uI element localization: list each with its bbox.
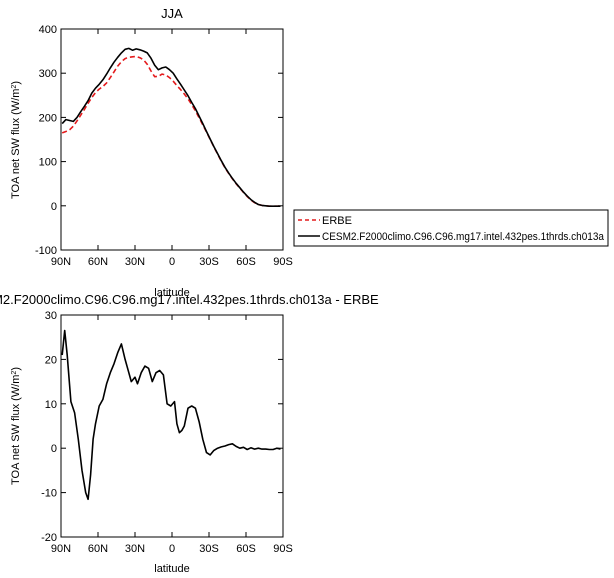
top-y-axis-label-sup: 2 [11, 85, 18, 89]
top-y-tick-label: 0 [51, 201, 57, 213]
bottom-y-axis-label-main: TOA net SW flux (W/m [10, 375, 22, 485]
bottom-y-axis-label: TOA net SW flux (W/m2) [10, 367, 22, 485]
top-y-axis-label-close: ) [10, 81, 22, 85]
top-y-tick-label: 400 [39, 24, 57, 36]
bottom-x-tick-label: 60N [88, 543, 108, 555]
top-series-line-0 [61, 55, 281, 207]
top-x-tick-label: 60N [88, 256, 108, 268]
bottom-y-tick-label: -20 [41, 532, 57, 544]
bottom-series-line-0 [61, 329, 281, 501]
top-panel: JJA 90N 60N 30N 0 30S 60S 90S -100 0 100 200 300 400… [10, 6, 293, 299]
bottom-x-tick-label: 30S [199, 543, 219, 555]
top-series-line-1 [61, 47, 281, 207]
bottom-chart-title: CESM2.F2000climo.C96.C96.mg17.intel.432p… [0, 292, 379, 307]
bottom-y-tick-label: 0 [51, 443, 57, 455]
top-x-tick-label: 90N [51, 256, 71, 268]
top-y-axis-label: TOA net SW flux (W/m2) [10, 81, 22, 199]
top-y-axis-label-main: TOA net SW flux (W/m [10, 89, 22, 199]
top-x-tick-label: 90S [273, 256, 293, 268]
top-y-tick-label: -100 [35, 245, 57, 257]
legend-label-model: CESM2.F2000climo.C96.C96.mg17.intel.432p… [322, 231, 605, 243]
bottom-x-tick-label: 30N [125, 543, 145, 555]
bottom-plot-area: 90N 60N 30N 0 30S 60S 90S -20 -10 0 10 20 30 [41, 310, 293, 555]
bottom-x-axis-label: latitude [154, 563, 189, 575]
bottom-x-tick-label: 90S [273, 543, 293, 555]
top-y-tick-label: 300 [39, 68, 57, 80]
bottom-y-axis-label-close: ) [10, 367, 22, 371]
bottom-panel: CESM2.F2000climo.C96.C96.mg17.intel.432p… [0, 292, 379, 575]
legend-box [293, 209, 609, 247]
top-chart-title: JJA [161, 6, 183, 21]
top-y-tick-label: 100 [39, 157, 57, 169]
top-x-tick-label: 30N [125, 256, 145, 268]
legend: ERBE CESM2.F2000climo.C96.C96.mg17.intel… [293, 209, 609, 247]
bottom-plot-frame [60, 314, 284, 538]
bottom-y-tick-label: 20 [45, 354, 57, 366]
top-x-tick-label: 30S [199, 256, 219, 268]
top-y-tick-label: 200 [39, 112, 57, 124]
top-x-axis-label: latitude [154, 287, 189, 299]
top-x-tick-label: 60S [236, 256, 256, 268]
bottom-y-axis-label-sup: 2 [11, 371, 18, 375]
bottom-y-tick-label: 30 [45, 310, 57, 322]
top-plot-area: 90N 60N 30N 0 30S 60S 90S -100 0 100 200 300 400 [35, 24, 293, 268]
bottom-x-tick-label: 90N [51, 543, 71, 555]
top-plot-frame [60, 28, 284, 251]
legend-label-erbe: ERBE [322, 215, 352, 227]
bottom-x-tick-label: 60S [236, 543, 256, 555]
top-x-tick-label: 0 [169, 256, 175, 268]
bottom-x-tick-label: 0 [169, 543, 175, 555]
bottom-y-tick-label: -10 [41, 488, 57, 500]
bottom-y-tick-label: 10 [45, 399, 57, 411]
